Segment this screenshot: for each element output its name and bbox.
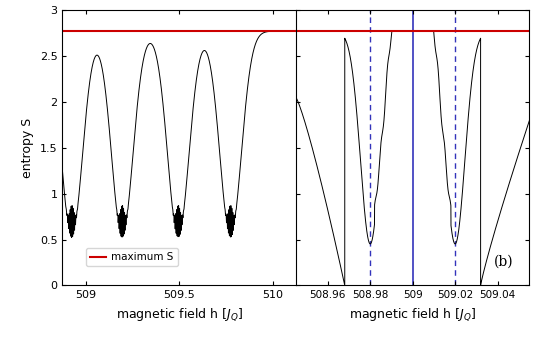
X-axis label: magnetic field h $[J_Q]$: magnetic field h $[J_Q]$ xyxy=(116,306,243,322)
Text: (b): (b) xyxy=(494,255,513,269)
Legend: maximum S: maximum S xyxy=(86,248,178,266)
X-axis label: magnetic field h $[J_Q]$: magnetic field h $[J_Q]$ xyxy=(349,306,476,322)
Y-axis label: entropy S: entropy S xyxy=(21,118,34,178)
